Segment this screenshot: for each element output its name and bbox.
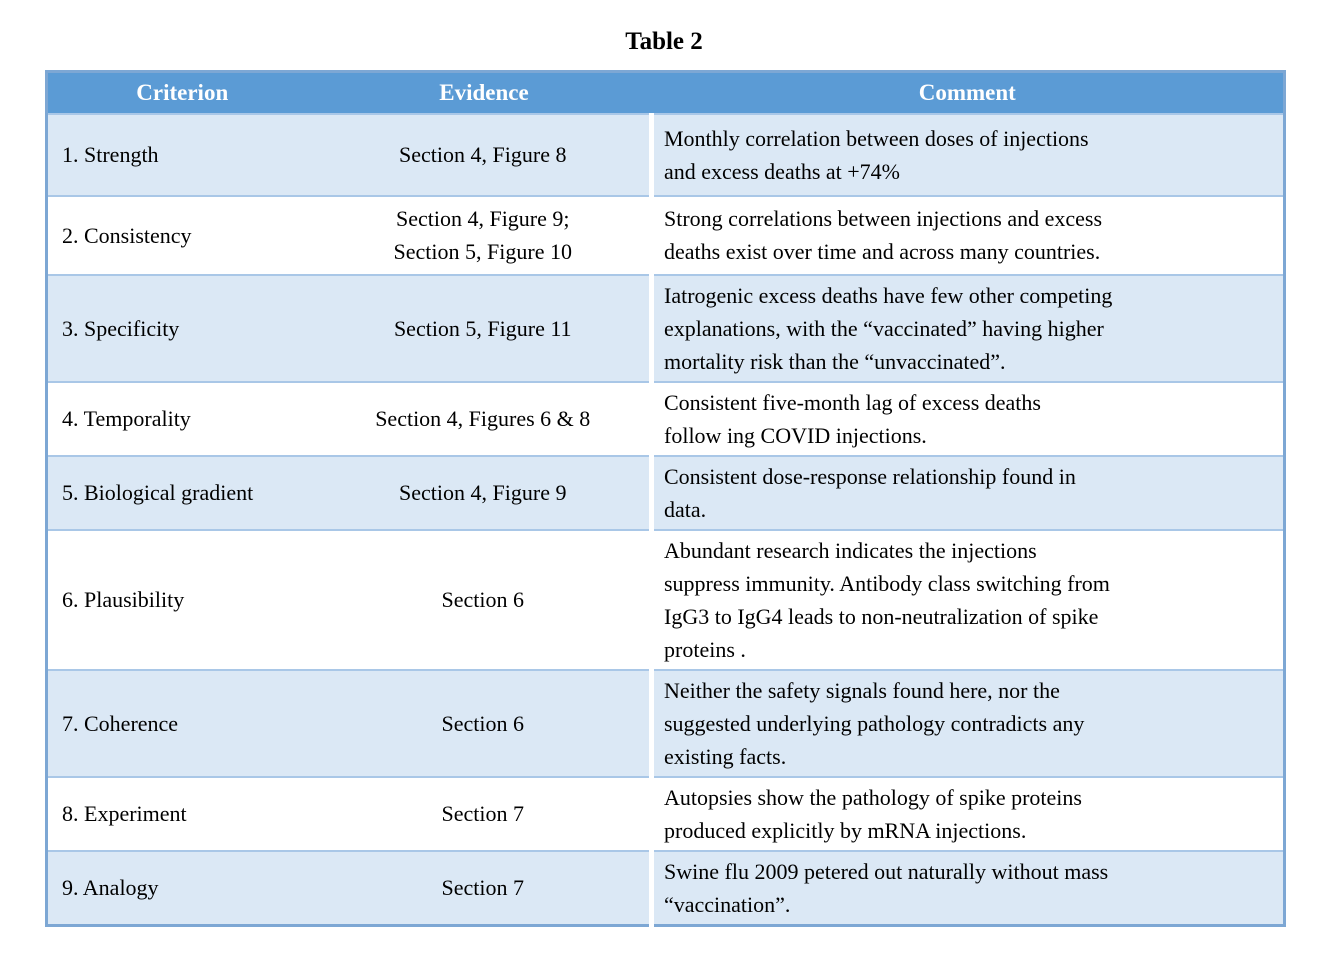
comment-cell: Autopsies show the pathology of spike pr… — [649, 776, 1285, 851]
evidence-cell: Section 4, Figure 8 — [399, 142, 567, 167]
table-row: 9. Analogy Section 7 Swine flu 2009 pete… — [46, 850, 1285, 925]
comment-cell: Consistent five-month lag of excess deat… — [649, 381, 1285, 456]
header-criterion: Criterion — [46, 71, 317, 114]
criterion-cell: 3. Specificity — [62, 315, 180, 341]
header-comment: Comment — [651, 71, 1285, 114]
table-row: 6. Plausibility Section 6 Abundant resea… — [46, 529, 1285, 670]
table-row: 1. Strength Section 4, Figure 8 Monthly … — [46, 113, 1285, 196]
comment-cell: Neither the safety signals found here, n… — [649, 669, 1285, 777]
table-row: 7. Coherence Section 6 Neither the safet… — [46, 669, 1285, 777]
comment-cell: Consistent dose-response relationship fo… — [649, 455, 1285, 530]
evidence-cell: Section 4, Figure 9; Section 5, Figure 1… — [393, 206, 572, 264]
criterion-cell: 2. Consistency — [62, 222, 192, 248]
table-row: 4. Temporality Section 4, Figures 6 & 8 … — [46, 381, 1285, 456]
header-row: Criterion Evidence Comment — [46, 71, 1285, 114]
comment-cell: Abundant research indicates the injectio… — [649, 529, 1285, 670]
page-title: Table 2 — [625, 28, 703, 55]
evidence-cell: Section 6 — [441, 710, 525, 736]
evidence-cell: Section 4, Figure 9 — [399, 480, 567, 505]
comment-cell: Strong correlations between injections a… — [649, 195, 1285, 275]
evidence-cell: Section 7 — [441, 801, 525, 826]
evidence-cell: Section 4, Figures 6 & 8 — [375, 406, 591, 431]
comment-cell: Iatrogenic excess deaths have few other … — [649, 274, 1285, 382]
criterion-cell: 5. Biological gradient — [62, 480, 254, 505]
criterion-cell: 6. Plausibility — [62, 587, 185, 612]
header-evidence: Evidence — [316, 71, 652, 114]
criterion-cell: 1. Strength — [62, 142, 159, 167]
table-row: 8. Experiment Section 7 Autopsies show t… — [46, 776, 1285, 851]
evidence-cell: Section 7 — [441, 875, 525, 900]
table-row: 2. Consistency Section 4, Figure 9; Sect… — [46, 195, 1285, 275]
comment-cell: Monthly correlation between doses of inj… — [649, 113, 1285, 196]
table-row: 5. Biological gradient Section 4, Figure… — [46, 455, 1285, 530]
criteria-table: Criterion Evidence Comment 1. Strength S… — [45, 70, 1286, 927]
criterion-cell: 7. Coherence — [62, 710, 179, 736]
comment-cell: Swine flu 2009 petered out naturally wit… — [649, 850, 1285, 925]
table-header: Criterion Evidence Comment — [46, 71, 1285, 114]
criterion-cell: 9. Analogy — [62, 875, 159, 900]
evidence-cell: Section 6 — [441, 587, 525, 612]
table-row: 3. Specificity Section 5, Figure 11 Iatr… — [46, 274, 1285, 382]
criterion-cell: 8. Experiment — [62, 801, 187, 826]
criterion-cell: 4. Temporality — [62, 406, 191, 431]
table-body: 1. Strength Section 4, Figure 8 Monthly … — [46, 113, 1285, 925]
evidence-cell: Section 5, Figure 11 — [393, 315, 572, 341]
